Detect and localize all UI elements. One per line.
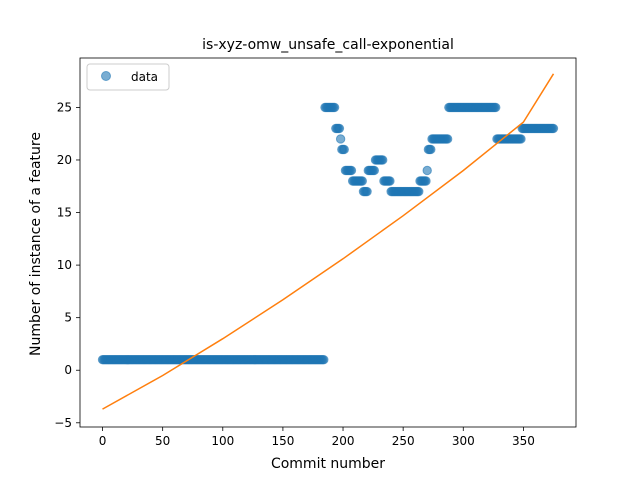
x-tick-label: 150	[271, 434, 294, 448]
y-tick-label: 10	[57, 258, 72, 272]
data-point	[378, 155, 388, 165]
data-point	[335, 134, 346, 144]
y-tick-label: 15	[57, 206, 72, 220]
data-point	[357, 176, 367, 186]
data-point	[414, 186, 424, 197]
data-point	[426, 144, 436, 155]
y-axis-label: Number of instance of a feature	[28, 132, 44, 356]
data-point	[421, 176, 431, 186]
x-tick-label: 50	[155, 434, 170, 448]
y-tick-label: 0	[64, 363, 72, 377]
data-point	[491, 102, 501, 113]
y-tick-label: 25	[57, 100, 72, 114]
data-points	[97, 102, 559, 365]
legend: data	[86, 63, 170, 91]
legend-entry: data	[131, 70, 158, 84]
data-point	[334, 123, 345, 134]
chart-title: is-xyz-omw_unsafe_call-exponential	[202, 37, 454, 53]
data-point	[339, 144, 349, 155]
data-point	[369, 165, 379, 176]
x-tick-label: 200	[332, 434, 355, 448]
y-tick-label: 20	[57, 153, 72, 167]
data-point	[548, 123, 559, 134]
data-point	[319, 355, 329, 365]
ticks: 0 50 100 150 200 250 300 350 −5 0 5 10 15 20 25	[54, 100, 535, 448]
fit-line-group	[102, 73, 555, 410]
data-point	[422, 165, 432, 176]
x-tick-label: 0	[99, 434, 107, 448]
axes-frame	[79, 57, 577, 428]
legend-box	[86, 63, 170, 91]
data-point	[442, 134, 453, 144]
x-tick-label: 100	[211, 434, 234, 448]
x-axis-label: Commit number	[271, 456, 385, 472]
axes	[79, 57, 577, 428]
data-point	[385, 176, 395, 186]
data-point	[516, 134, 526, 144]
data-point	[362, 186, 372, 197]
x-tick-label: 250	[392, 434, 415, 448]
data-point	[329, 102, 340, 113]
fit-line	[102, 73, 555, 410]
y-tick-label: 5	[64, 311, 72, 325]
y-tick-label: −5	[54, 416, 72, 430]
data-point	[346, 165, 357, 176]
x-tick-label: 300	[452, 434, 475, 448]
x-tick-label: 350	[512, 434, 535, 448]
legend-marker	[101, 71, 111, 81]
